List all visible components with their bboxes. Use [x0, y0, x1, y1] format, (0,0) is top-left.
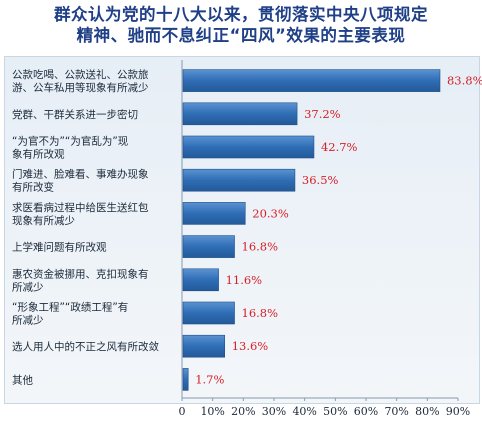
x-tick-label: 10%	[200, 405, 224, 418]
bar	[182, 268, 219, 292]
category-label: 求医看病过程中给医生送红包现象有所减少	[12, 201, 149, 227]
bar	[182, 235, 235, 258]
bar	[182, 334, 226, 358]
x-tick-label: 70%	[384, 405, 408, 418]
category-label: 公款吃喝、公款送礼、公款旅游、公车私用等现象有所减少	[12, 68, 149, 94]
chart-title-line2: 精神、驰而不息纠正“四风”效果的主要表现	[76, 26, 406, 45]
value-label: 37.2%	[304, 107, 341, 121]
value-label: 16.8%	[242, 240, 279, 254]
value-label: 1.7%	[195, 372, 224, 386]
value-label: 20.3%	[252, 206, 289, 220]
chart-title-line1: 群众认为党的十八大以来，贯彻落实中央八项规定	[54, 5, 428, 24]
x-tick-label: 60%	[354, 405, 378, 418]
category-label: “为官不为”“为官乱为”现象有所改观	[12, 135, 129, 161]
x-tick-label: 50%	[323, 405, 347, 418]
bar	[182, 102, 298, 126]
bar	[182, 168, 296, 192]
bar	[182, 202, 246, 225]
category-label: “形象工程”“政绩工程”有所减少	[12, 301, 128, 327]
x-tick-label: 30%	[262, 405, 286, 418]
category-label: 惠农资金被挪用、克扣现象有所减少	[12, 267, 149, 293]
category-label: 选人用人中的不正之风有所改敛	[12, 340, 159, 353]
value-label: 11.6%	[226, 273, 263, 287]
x-tick-label: 90%	[446, 405, 470, 418]
chart-title: 群众认为党的十八大以来，贯彻落实中央八项规定 精神、驰而不息纠正“四风”效果的主…	[0, 4, 482, 46]
category-label: 上学难问题有所改观	[12, 241, 107, 254]
x-tick-label: 80%	[415, 405, 439, 418]
bar	[182, 135, 315, 159]
x-tick-label: 40%	[292, 405, 316, 418]
bar	[182, 69, 441, 92]
value-label: 42.7%	[321, 140, 358, 154]
category-label: 党群、干群关系进一步密切	[12, 108, 138, 121]
x-tick-label: 0	[179, 405, 186, 418]
bar	[182, 368, 189, 391]
value-label: 16.8%	[242, 306, 279, 320]
category-label: 门难进、脸难看、事难办现象有所改变	[12, 168, 149, 194]
category-label: 其他	[12, 373, 33, 386]
value-label: 83.8%	[447, 74, 482, 88]
bar	[182, 301, 235, 325]
value-label: 13.6%	[232, 339, 269, 353]
value-label: 36.5%	[302, 173, 339, 187]
x-tick-label: 20%	[231, 405, 255, 418]
